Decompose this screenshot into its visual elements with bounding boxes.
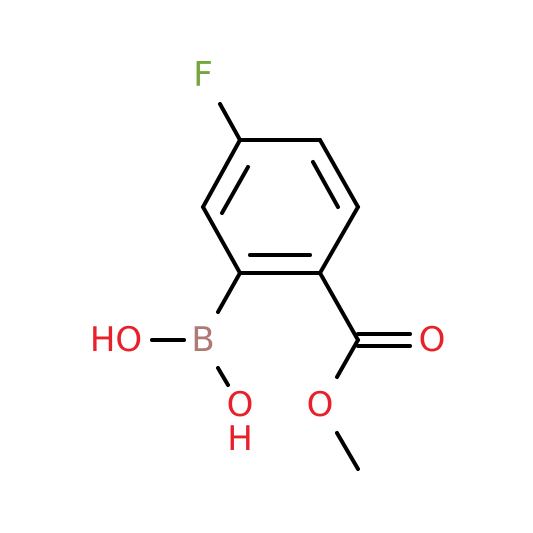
bond xyxy=(201,138,242,209)
inner-bond xyxy=(220,165,250,215)
bond xyxy=(216,271,242,314)
bond xyxy=(318,271,360,342)
bond xyxy=(318,205,360,275)
bond xyxy=(335,431,360,471)
atom-label: B xyxy=(191,320,214,360)
atom-label: F xyxy=(193,55,213,95)
bond xyxy=(335,338,360,379)
bond xyxy=(201,205,242,275)
atom-label: O xyxy=(307,385,334,425)
atom-label: O xyxy=(419,320,446,360)
bond xyxy=(216,366,230,387)
inner-bond xyxy=(311,160,340,209)
bond xyxy=(318,138,360,209)
atom-label: HO xyxy=(90,320,142,360)
atom-label: O xyxy=(227,385,254,425)
bonds xyxy=(150,102,412,471)
atom-label: H xyxy=(227,419,253,459)
bond xyxy=(218,102,242,142)
